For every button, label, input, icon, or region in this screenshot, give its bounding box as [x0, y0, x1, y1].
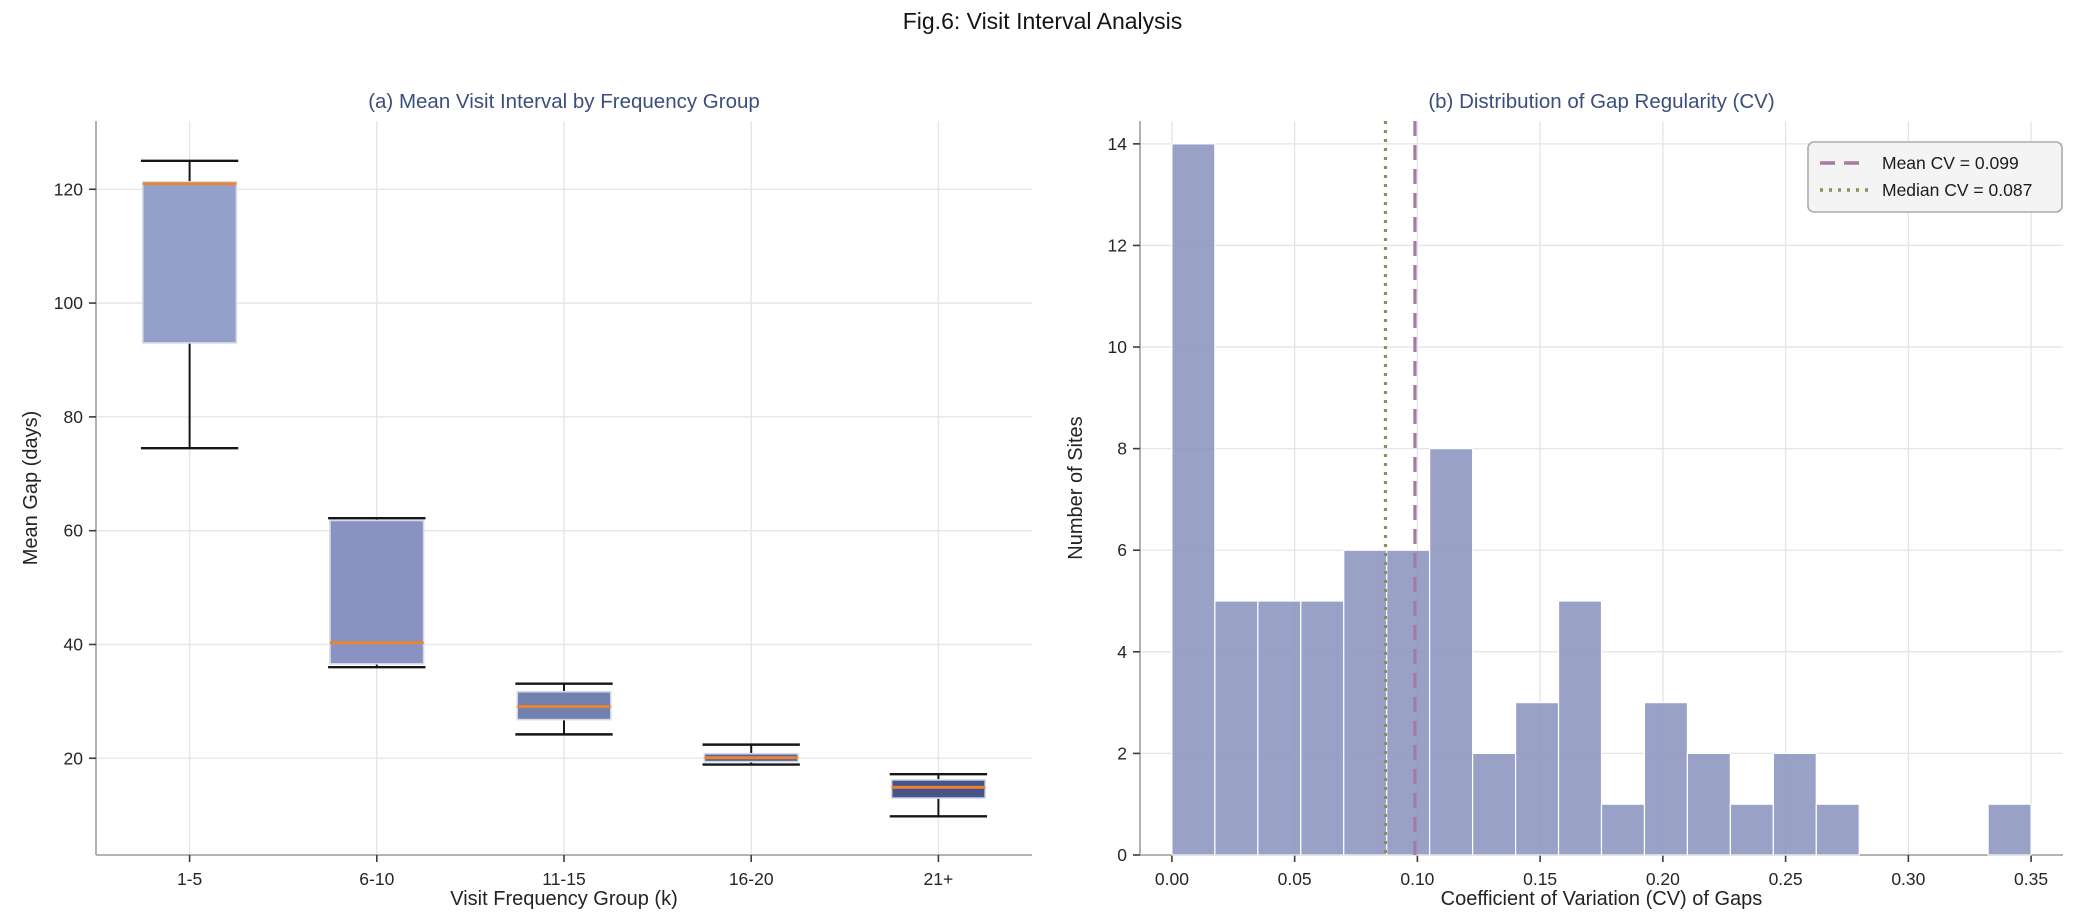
x-tick-label: 6-10 [359, 869, 394, 889]
x-tick-label: 0.05 [1278, 869, 1312, 889]
y-tick-label: 0 [1117, 845, 1127, 865]
box-iqr [890, 779, 986, 799]
x-tick-label: 0.35 [2014, 869, 2048, 889]
x-tick-label: 0.10 [1400, 869, 1434, 889]
hist-bar [1472, 752, 1517, 856]
boxplot-panel: 20 40 60 80 100 120 1-5 6-10 11-15 16-20 21+ [54, 121, 1032, 889]
hist-bar [1514, 702, 1560, 856]
y-tick-label: 80 [64, 407, 84, 427]
histogram-panel: 0 2 4 6 8 10 12 14 0.00 0.05 0.10 0.15 0.20 0.25 0.30 0… [1108, 121, 2063, 889]
hist-bar [1643, 702, 1689, 856]
panel-b-ylabel: Number of Sites [1065, 416, 1087, 560]
y-tick-label: 20 [64, 748, 84, 768]
legend: Mean CV = 0.099 Median CV = 0.087 [1807, 141, 2063, 213]
hist-bar [1600, 803, 1646, 856]
box-group-11-15 [515, 682, 613, 736]
hist-bar [1214, 600, 1259, 856]
figure-title: Fig.6: Visit Interval Analysis [902, 8, 1183, 34]
hist-bar [1729, 803, 1774, 856]
hist-bar [1686, 752, 1731, 856]
hist-bar [1815, 803, 1860, 856]
panel-a-title: (a) Mean Visit Interval by Frequency Gro… [368, 90, 760, 113]
y-tick-label: 6 [1117, 540, 1127, 560]
x-tick-label: 16-20 [729, 869, 774, 889]
legend-mean-label: Mean CV = 0.099 [1882, 153, 2019, 173]
hist-bar [1386, 549, 1431, 856]
hist-bar [1557, 600, 1603, 856]
hist-bar [1772, 752, 1817, 856]
x-tick-label: 1-5 [177, 869, 202, 889]
x-tick-label: 0.25 [1769, 869, 1803, 889]
y-tick-label: 120 [54, 179, 83, 199]
hist-bar [1300, 600, 1345, 856]
y-tick-label: 8 [1117, 439, 1127, 459]
y-tick-label: 4 [1117, 642, 1127, 662]
box-group-6-10 [328, 516, 426, 669]
x-tick-label: 11-15 [542, 869, 585, 889]
hist-bar [1257, 600, 1302, 856]
box-group-1-5 [140, 159, 239, 450]
box-iqr [329, 519, 425, 665]
x-tick-label: 0.15 [1523, 869, 1557, 889]
y-tick-label: 12 [1108, 235, 1127, 255]
panel-a-ylabel: Mean Gap (days) [20, 410, 42, 566]
x-tick-label: 21+ [924, 869, 954, 889]
legend-box [1807, 141, 2063, 213]
x-tick-label: 0.00 [1155, 869, 1189, 889]
hist-bar [1429, 448, 1474, 856]
x-tick-label: 0.30 [1891, 869, 1925, 889]
y-tick-label: 60 [64, 521, 84, 541]
y-tick-label: 10 [1108, 337, 1128, 357]
legend-median-label: Median CV = 0.087 [1882, 180, 2032, 200]
hist-bar [1343, 549, 1388, 856]
panel-a-xlabel: Visit Frequency Group (k) [450, 888, 678, 910]
y-tick-label: 40 [64, 634, 84, 654]
panel-b-title: (b) Distribution of Gap Regularity (CV) [1428, 90, 1775, 113]
y-tick-label: 100 [54, 293, 83, 313]
panel-b-xlabel: Coefficient of Variation (CV) of Gaps [1440, 888, 1763, 910]
box-iqr [142, 181, 238, 344]
x-tick-label: 0.20 [1646, 869, 1680, 889]
hist-bar [1987, 803, 2032, 856]
box-group-21+ [889, 773, 988, 818]
y-tick-label: 14 [1108, 134, 1128, 154]
hist-bar [1171, 143, 1216, 856]
box-group-16-20 [702, 743, 800, 766]
y-tick-label: 2 [1117, 743, 1127, 763]
